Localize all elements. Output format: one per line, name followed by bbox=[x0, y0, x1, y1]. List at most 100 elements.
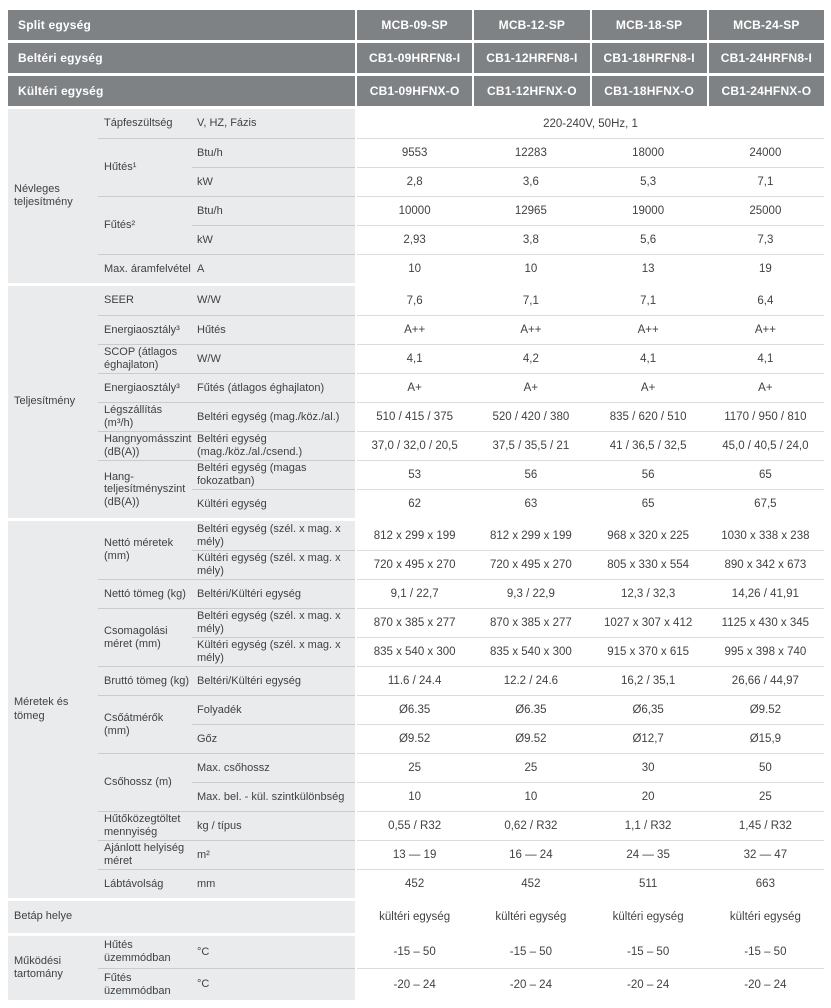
model-name-cell: MCB-12-SP bbox=[474, 10, 590, 40]
spec-unit-label: Fűtés (átlagos éghajlaton) bbox=[192, 373, 355, 402]
spec-group-label: Csőhossz (m) bbox=[98, 753, 192, 811]
spec-value-cell: 835 x 540 x 300 bbox=[357, 637, 473, 666]
spec-value-cell: 452 bbox=[357, 869, 473, 898]
spec-unit-label: °C bbox=[192, 968, 355, 1000]
section-teljesitmeny: Teljesítmény SEER W/W 7,6 7,1 7,1 6,4 Energiaos… bbox=[8, 286, 824, 518]
spec-value-cell: 1,1 / R32 bbox=[589, 811, 707, 840]
spec-value-cell: 7,6 bbox=[357, 286, 473, 315]
spec-value-cell: 9553 bbox=[357, 138, 473, 167]
spec-value-cell: 452 bbox=[472, 869, 590, 898]
model-name-cell: CB1-18HRFN8-I bbox=[591, 43, 707, 73]
spec-unit-label: Max. csőhossz bbox=[192, 753, 355, 782]
spec-group-label: Energiaosztály³ bbox=[98, 373, 192, 402]
spec-value-cell: 12965 bbox=[472, 196, 590, 225]
model-name-cell: MCB-24-SP bbox=[708, 10, 824, 40]
spec-value-cell: 2,8 bbox=[357, 167, 473, 196]
spec-value-cell: kültéri egység bbox=[589, 901, 707, 933]
spec-value-cell: 5,3 bbox=[589, 167, 707, 196]
spec-unit-label: Beltéri egység (mag./köz./al.) bbox=[192, 402, 355, 431]
spec-value-cell: 4,1 bbox=[706, 344, 824, 373]
spec-unit-label: Gőz bbox=[192, 724, 355, 753]
spec-value-cell: 9,3 / 22,9 bbox=[472, 579, 590, 608]
spec-value-cell: 13 — 19 bbox=[357, 840, 473, 869]
spec-value-cell: 812 x 299 x 199 bbox=[357, 521, 473, 550]
spec-value-cell: 812 x 299 x 199 bbox=[472, 521, 590, 550]
spec-value-cell: 25000 bbox=[706, 196, 824, 225]
spec-value-cell: 10 bbox=[472, 782, 590, 811]
spec-value-cell: 18000 bbox=[589, 138, 707, 167]
spec-value-cell: A+ bbox=[357, 373, 473, 402]
spec-value-cell: 805 x 330 x 554 bbox=[589, 550, 707, 579]
spec-value-cell: 32 — 47 bbox=[706, 840, 824, 869]
section-meretek-es-tomeg: Méretek és tömeg Nettó méretek (mm) Beltér… bbox=[8, 521, 824, 898]
spec-value-cell: 13 bbox=[589, 254, 707, 283]
spec-value-cell: Ø6.35 bbox=[357, 695, 473, 724]
spec-value-cell: Ø6,35 bbox=[589, 695, 707, 724]
model-name-cell: CB1-12HRFN8-I bbox=[474, 43, 590, 73]
spec-group-label: Légszállítás (m³/h) bbox=[98, 402, 192, 431]
spec-value-cell: 835 / 620 / 510 bbox=[589, 402, 707, 431]
spec-value-cell: Ø9.52 bbox=[357, 724, 473, 753]
spec-value-cell: 5,6 bbox=[589, 225, 707, 254]
spec-value-cell: 7,1 bbox=[589, 286, 707, 315]
spec-value-cell: kültéri egység bbox=[357, 901, 473, 933]
spec-table: Névleges teljesítmény Tápfeszültség V, HZ,… bbox=[8, 109, 824, 1000]
model-header: Split egység MCB-09-SP MCB-12-SP MCB-18-SP M… bbox=[8, 10, 824, 106]
spec-group-label: Energiaosztály³ bbox=[98, 315, 192, 344]
spec-unit-label: °C bbox=[192, 936, 355, 968]
spec-unit-label: Folyadék bbox=[192, 695, 355, 724]
spec-group-label: Csomagolási méret (mm) bbox=[98, 608, 192, 666]
spec-value-cell: -15 – 50 bbox=[357, 936, 473, 968]
spec-value-cell: 915 x 370 x 615 bbox=[589, 637, 707, 666]
spec-group-label: Csőátmérők (mm) bbox=[98, 695, 192, 753]
spec-group-label: Nettó méretek (mm) bbox=[98, 521, 192, 579]
spec-value-cell: 19000 bbox=[589, 196, 707, 225]
spec-value-cell: 12,3 / 32,3 bbox=[589, 579, 707, 608]
spec-value-cell: 220-240V, 50Hz, 1 bbox=[357, 109, 824, 138]
spec-unit-label: kW bbox=[192, 225, 355, 254]
spec-value-cell: 968 x 320 x 225 bbox=[589, 521, 707, 550]
spec-value-cell: A++ bbox=[472, 315, 590, 344]
header-row-label-split: Split egység bbox=[8, 10, 355, 40]
spec-value-cell: 3,8 bbox=[472, 225, 590, 254]
spec-value-cell: 10 bbox=[357, 782, 473, 811]
spec-value-cell: 3,6 bbox=[472, 167, 590, 196]
spec-unit-label: mm bbox=[192, 869, 355, 898]
spec-value-cell: 7,1 bbox=[706, 167, 824, 196]
spec-value-cell: 50 bbox=[706, 753, 824, 782]
spec-unit-label: A bbox=[192, 254, 355, 283]
spec-value-cell: 65 bbox=[589, 489, 707, 518]
spec-group-label: Hűtés¹ bbox=[98, 138, 192, 196]
spec-unit-label: Kültéri egység (szél. x mag. x mély) bbox=[192, 550, 355, 579]
spec-value-cell: 67,5 bbox=[706, 489, 824, 518]
spec-unit-label: Max. bel. - kül. szintkülönbség bbox=[192, 782, 355, 811]
spec-value-cell: 16 — 24 bbox=[472, 840, 590, 869]
spec-unit-label: Btu/h bbox=[192, 138, 355, 167]
spec-value-cell: 19 bbox=[706, 254, 824, 283]
spec-value-cell: 65 bbox=[706, 460, 824, 489]
spec-value-cell: 56 bbox=[472, 460, 590, 489]
spec-value-cell: Ø15,9 bbox=[706, 724, 824, 753]
spec-unit-label: Beltéri/Kültéri egység bbox=[192, 579, 355, 608]
spec-value-cell: 1030 x 338 x 238 bbox=[706, 521, 824, 550]
spec-value-cell: 11.6 / 24.4 bbox=[357, 666, 473, 695]
spec-value-cell: 870 x 385 x 277 bbox=[472, 608, 590, 637]
model-name-cell: CB1-24HFNX-O bbox=[708, 76, 824, 106]
spec-value-cell: 1,45 / R32 bbox=[706, 811, 824, 840]
section-label: Működési tartomány bbox=[8, 936, 98, 1000]
spec-value-cell: A+ bbox=[472, 373, 590, 402]
spec-value-cell: A+ bbox=[706, 373, 824, 402]
spec-value-cell: 0,62 / R32 bbox=[472, 811, 590, 840]
spec-value-cell: 4,1 bbox=[589, 344, 707, 373]
section-label: Névleges teljesítmény bbox=[8, 109, 98, 283]
spec-value-cell: 14,26 / 41,91 bbox=[706, 579, 824, 608]
spec-unit-label: Hűtés bbox=[192, 315, 355, 344]
spec-value-cell: kültéri egység bbox=[472, 901, 590, 933]
spec-group-label: Lábtávolság bbox=[98, 869, 192, 898]
spec-value-cell: 25 bbox=[706, 782, 824, 811]
spec-group-label: Tápfeszültség bbox=[98, 109, 192, 138]
model-name-cell: CB1-18HFNX-O bbox=[591, 76, 707, 106]
spec-group-label: Max. áramfelvétel bbox=[98, 254, 192, 283]
spec-unit-label: Beltéri egység (magas fokozatban) bbox=[192, 460, 355, 489]
